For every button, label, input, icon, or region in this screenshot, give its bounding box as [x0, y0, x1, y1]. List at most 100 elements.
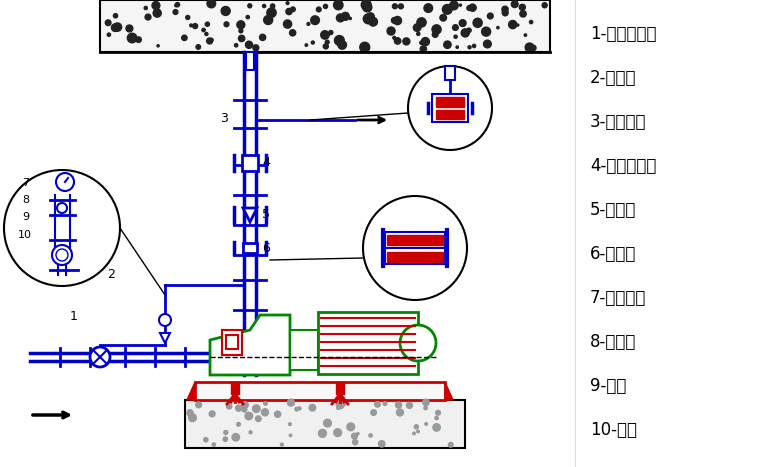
Circle shape	[416, 32, 420, 35]
Circle shape	[347, 423, 355, 431]
Text: 9-钢管: 9-钢管	[590, 377, 626, 395]
Circle shape	[157, 45, 159, 47]
Circle shape	[239, 29, 243, 33]
Circle shape	[363, 3, 372, 12]
Circle shape	[324, 4, 328, 8]
Circle shape	[235, 43, 238, 47]
Bar	[387, 252, 443, 262]
Circle shape	[205, 22, 210, 26]
Circle shape	[433, 424, 440, 431]
Circle shape	[352, 433, 357, 439]
Circle shape	[334, 0, 343, 10]
Bar	[100, 0, 550, 52]
Circle shape	[361, 0, 371, 10]
Circle shape	[424, 4, 432, 13]
Circle shape	[159, 314, 171, 326]
Circle shape	[375, 402, 380, 407]
Circle shape	[237, 406, 240, 409]
Circle shape	[56, 173, 74, 191]
Circle shape	[394, 16, 401, 25]
Circle shape	[497, 27, 499, 29]
Circle shape	[223, 431, 228, 434]
Circle shape	[185, 15, 190, 20]
Circle shape	[369, 434, 372, 437]
Circle shape	[440, 14, 446, 21]
Bar	[246, 52, 254, 70]
Circle shape	[207, 0, 216, 8]
Circle shape	[337, 402, 344, 409]
Circle shape	[337, 407, 339, 410]
Bar	[185, 400, 465, 448]
Circle shape	[221, 7, 230, 15]
Circle shape	[393, 36, 396, 39]
Circle shape	[409, 404, 412, 407]
Circle shape	[144, 7, 147, 10]
Circle shape	[316, 7, 321, 12]
Polygon shape	[160, 333, 170, 343]
Circle shape	[280, 443, 283, 446]
Bar	[226, 335, 238, 349]
Text: 10-接头: 10-接头	[590, 421, 637, 439]
Circle shape	[460, 4, 461, 6]
Circle shape	[271, 4, 275, 8]
Circle shape	[196, 402, 201, 408]
Circle shape	[391, 18, 397, 23]
Circle shape	[473, 44, 476, 48]
Circle shape	[136, 37, 141, 42]
Circle shape	[106, 20, 111, 26]
Polygon shape	[187, 382, 195, 400]
Circle shape	[349, 17, 351, 20]
Circle shape	[239, 35, 245, 42]
Text: 10: 10	[18, 230, 32, 240]
Circle shape	[435, 410, 440, 415]
Bar	[445, 66, 455, 80]
Circle shape	[383, 402, 387, 405]
Bar	[436, 110, 464, 119]
Circle shape	[459, 20, 466, 27]
Circle shape	[245, 41, 252, 49]
Circle shape	[482, 27, 491, 36]
Text: 4: 4	[262, 156, 270, 170]
Circle shape	[176, 2, 179, 7]
Circle shape	[461, 29, 469, 37]
Circle shape	[387, 27, 395, 35]
Text: 2: 2	[107, 269, 115, 282]
Circle shape	[283, 20, 292, 28]
Circle shape	[519, 4, 525, 10]
Circle shape	[232, 433, 239, 441]
Circle shape	[309, 404, 315, 411]
Circle shape	[398, 4, 404, 9]
Circle shape	[145, 14, 151, 20]
Circle shape	[289, 423, 291, 425]
Circle shape	[378, 440, 385, 447]
Polygon shape	[243, 208, 257, 222]
Circle shape	[363, 196, 467, 300]
Bar	[222, 330, 242, 355]
Circle shape	[264, 402, 268, 405]
Circle shape	[469, 4, 477, 11]
Circle shape	[408, 66, 492, 150]
Circle shape	[264, 15, 273, 24]
Circle shape	[248, 4, 252, 8]
Circle shape	[542, 3, 547, 8]
Text: 6-软接头: 6-软接头	[590, 245, 636, 263]
Circle shape	[416, 430, 420, 433]
Circle shape	[311, 16, 319, 25]
Circle shape	[421, 37, 429, 46]
Circle shape	[113, 14, 118, 18]
Circle shape	[182, 35, 187, 41]
Text: 5-止回阀: 5-止回阀	[590, 201, 636, 219]
Circle shape	[154, 9, 161, 17]
Circle shape	[329, 30, 333, 35]
Circle shape	[295, 407, 299, 411]
Polygon shape	[445, 382, 453, 400]
Circle shape	[307, 22, 310, 25]
Circle shape	[207, 38, 213, 44]
Circle shape	[188, 414, 196, 422]
Circle shape	[126, 25, 133, 32]
Circle shape	[420, 41, 423, 44]
Circle shape	[173, 10, 178, 14]
Circle shape	[452, 25, 458, 30]
Circle shape	[242, 407, 247, 412]
Circle shape	[242, 402, 249, 408]
